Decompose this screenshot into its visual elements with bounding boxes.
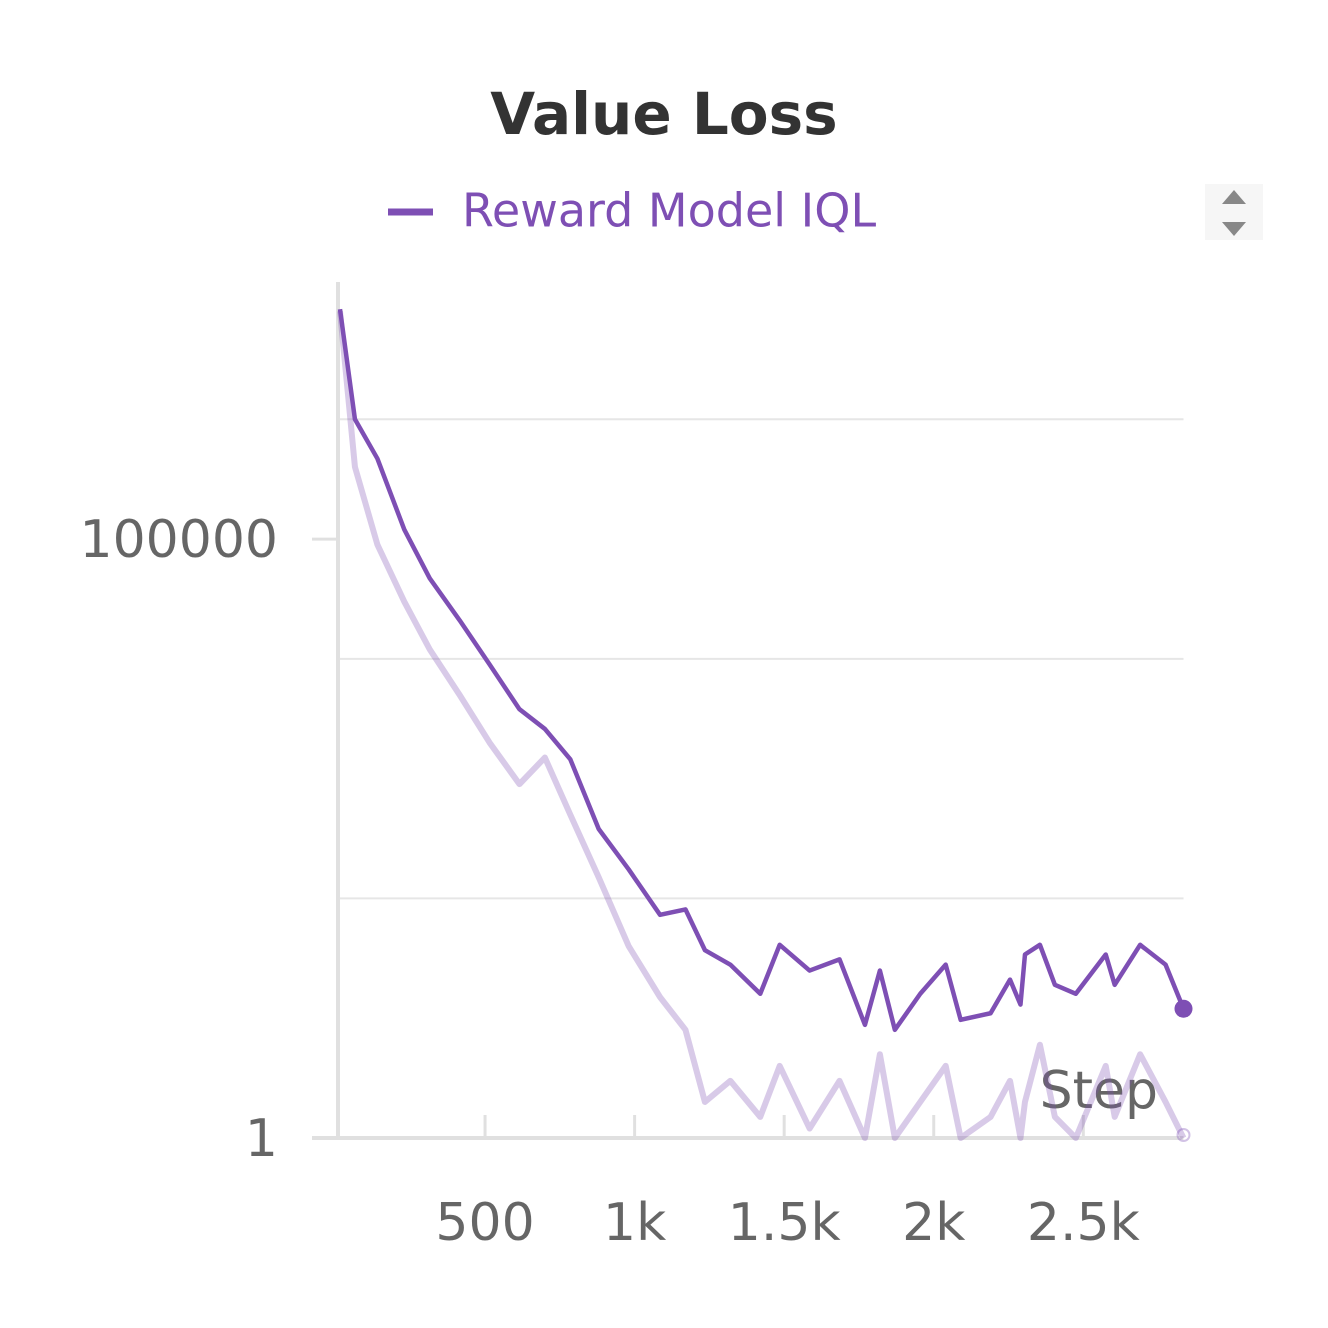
x-tick-label: 2.5k: [1027, 1193, 1140, 1253]
sort-toggle[interactable]: [1205, 184, 1263, 240]
x-tick-label: 1.5k: [728, 1193, 841, 1253]
legend-label: Reward Model IQL: [462, 184, 876, 238]
end-point: [1174, 999, 1193, 1018]
raw-line: [337, 310, 1187, 1141]
chart-title: Value Loss: [490, 80, 837, 148]
x-tick-label: 1k: [603, 1193, 666, 1253]
raw-end-point: [1176, 1128, 1191, 1142]
y-tick-label: 1: [245, 1109, 278, 1169]
x-tick-label: 500: [435, 1193, 534, 1253]
x-axis-label: Step: [1040, 1061, 1158, 1121]
x-tick-label: 2k: [902, 1193, 965, 1253]
series-line: [337, 308, 1186, 1033]
y-tick-label: 100000: [79, 510, 278, 570]
